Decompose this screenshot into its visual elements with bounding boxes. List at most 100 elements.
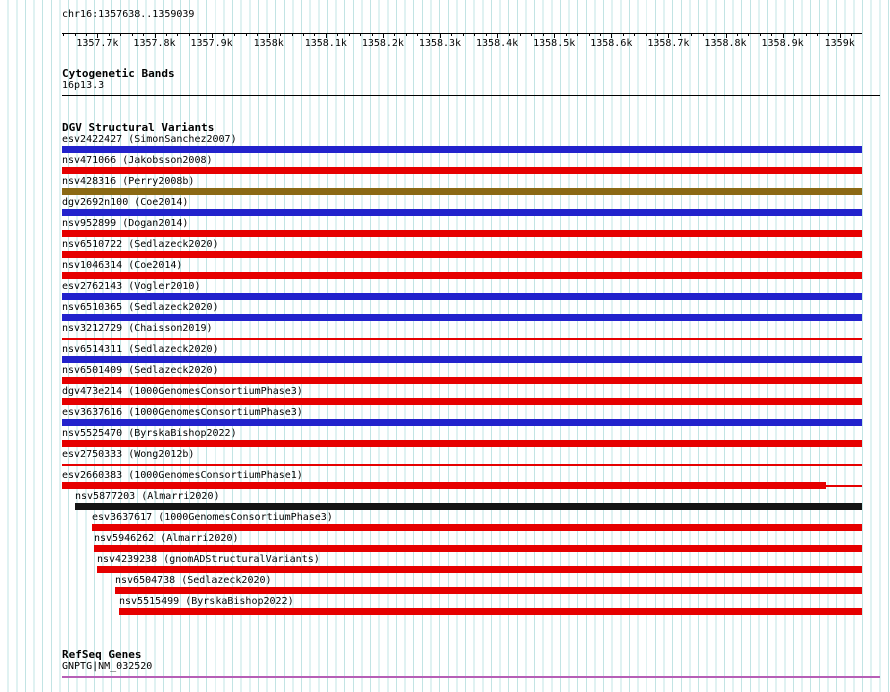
ruler-minor-tick	[531, 33, 533, 36]
ruler-minor-tick	[371, 33, 373, 36]
ruler-minor-tick	[634, 33, 636, 36]
variant-label: nsv4239238 (gnomADStructuralVariants)	[97, 554, 320, 565]
variant-label: dgv2692n100 (Coe2014)	[62, 197, 189, 208]
variant-bar[interactable]	[62, 230, 862, 237]
ruler-minor-tick	[645, 33, 647, 36]
ruler-minor-tick	[314, 33, 316, 36]
ruler-tick-label: 1358.4k	[476, 38, 519, 49]
ruler-minor-tick	[588, 33, 590, 36]
variant-bar[interactable]	[62, 356, 862, 363]
variant-label: dgv473e214 (1000GenomesConsortiumPhase3)	[62, 386, 303, 397]
ruler-minor-tick	[542, 33, 544, 36]
variant-bar[interactable]	[115, 587, 862, 594]
ruler-minor-tick	[748, 33, 750, 36]
ruler-minor-tick	[657, 33, 658, 36]
ruler-minor-tick	[828, 33, 830, 36]
variant-bar-thin-extension[interactable]	[826, 485, 862, 487]
ruler-minor-tick	[474, 33, 476, 36]
variant-bar[interactable]	[97, 566, 862, 573]
ruler-minor-tick	[508, 33, 510, 36]
variant-label: nsv6510722 (Sedlazeck2020)	[62, 239, 219, 250]
variant-bar[interactable]	[62, 440, 862, 447]
variant-label: esv2750333 (Wong2012b)	[62, 449, 195, 460]
ruler-minor-tick	[280, 33, 282, 36]
ruler-tick	[782, 33, 784, 38]
variant-label: esv3637617 (1000GenomesConsortiumPhase3)	[92, 512, 333, 523]
ruler-minor-tick	[291, 33, 293, 36]
variant-bar[interactable]	[62, 167, 862, 174]
ruler-minor-tick	[143, 33, 145, 36]
variant-label: nsv952899 (Dogan2014)	[62, 218, 189, 229]
ruler-minor-tick	[428, 33, 430, 36]
gene-glyph[interactable]	[62, 676, 880, 678]
variant-bar[interactable]	[62, 293, 862, 300]
ruler-tick	[211, 33, 213, 38]
variant-bar[interactable]	[62, 377, 862, 384]
variant-bar[interactable]	[119, 608, 862, 615]
ruler-minor-tick	[816, 33, 818, 36]
variant-label: nsv471066 (Jakobsson2008)	[62, 155, 213, 166]
ruler-minor-tick	[759, 33, 761, 36]
ruler-line	[62, 33, 862, 34]
ruler-minor-tick	[736, 33, 738, 36]
ruler-minor-tick	[337, 33, 339, 36]
section-title-refseq-genes: RefSeq Genes	[62, 648, 142, 661]
variant-label: esv2660383 (1000GenomesConsortiumPhase1)	[62, 470, 303, 481]
variant-bar[interactable]	[62, 398, 862, 405]
variant-bar[interactable]	[62, 188, 862, 195]
ruler-tick-label: 1358.7k	[647, 38, 690, 49]
variant-bar[interactable]	[75, 503, 862, 510]
ruler-minor-tick	[771, 33, 773, 36]
ruler-minor-tick	[200, 33, 202, 36]
ruler-minor-tick	[360, 33, 362, 36]
ruler-tick	[268, 33, 270, 38]
variant-label: esv2422427 (SimonSanchez2007)	[62, 134, 237, 145]
ruler-tick-label: 1358k	[253, 38, 284, 49]
ruler-tick	[382, 33, 384, 38]
ruler-tick	[154, 33, 156, 38]
ruler-minor-tick	[245, 33, 247, 36]
variant-bar[interactable]	[62, 464, 862, 466]
ruler-minor-tick	[63, 33, 65, 36]
ruler-tick-label: 1357.7k	[76, 38, 119, 49]
ruler-minor-tick	[86, 33, 87, 36]
variant-bar[interactable]	[62, 209, 862, 216]
variant-bar[interactable]	[62, 419, 862, 426]
region-label: chr16:1357638..1359039	[62, 9, 195, 20]
variant-bar[interactable]	[62, 314, 862, 321]
variant-label: nsv6510365 (Sedlazeck2020)	[62, 302, 219, 313]
variant-bar[interactable]	[62, 272, 862, 279]
ruler-tick-label: 1359k	[824, 38, 855, 49]
ruler-tick-label: 1358.2k	[361, 38, 404, 49]
ruler-minor-tick	[485, 33, 487, 36]
ruler-minor-tick	[691, 33, 693, 36]
variant-bar[interactable]	[94, 545, 862, 552]
ruler-tick-label: 1358.3k	[418, 38, 462, 49]
cytoband-glyph[interactable]	[62, 95, 880, 96]
variant-label: nsv5515499 (ByrskaBishop2022)	[119, 596, 294, 607]
variant-label: nsv5525470 (ByrskaBishop2022)	[62, 428, 237, 439]
variant-bar[interactable]	[92, 524, 862, 531]
ruler-tick	[725, 33, 727, 38]
variant-bar[interactable]	[62, 251, 862, 258]
ruler-minor-tick	[177, 33, 179, 36]
ruler-minor-tick	[223, 33, 224, 36]
variant-label: nsv1046314 (Coe2014)	[62, 260, 183, 271]
ruler-minor-tick	[165, 33, 167, 36]
ruler-tick	[497, 33, 499, 38]
ruler-minor-tick	[851, 33, 853, 36]
ruler-tick	[97, 33, 99, 38]
variant-label: nsv6514311 (Sedlazeck2020)	[62, 344, 219, 355]
variant-label: nsv3212729 (Chaisson2019)	[62, 323, 213, 334]
ruler-tick	[554, 33, 556, 38]
ruler-minor-tick	[714, 33, 716, 36]
variant-bar[interactable]	[62, 482, 826, 489]
ruler-tick-label: 1358.6k	[590, 38, 633, 49]
ruler-minor-tick	[405, 33, 407, 36]
variant-bar[interactable]	[62, 146, 862, 153]
variant-bar[interactable]	[62, 338, 862, 340]
gene-label: GNPTG|NM_032520	[62, 661, 153, 672]
ruler-minor-tick	[188, 33, 190, 36]
